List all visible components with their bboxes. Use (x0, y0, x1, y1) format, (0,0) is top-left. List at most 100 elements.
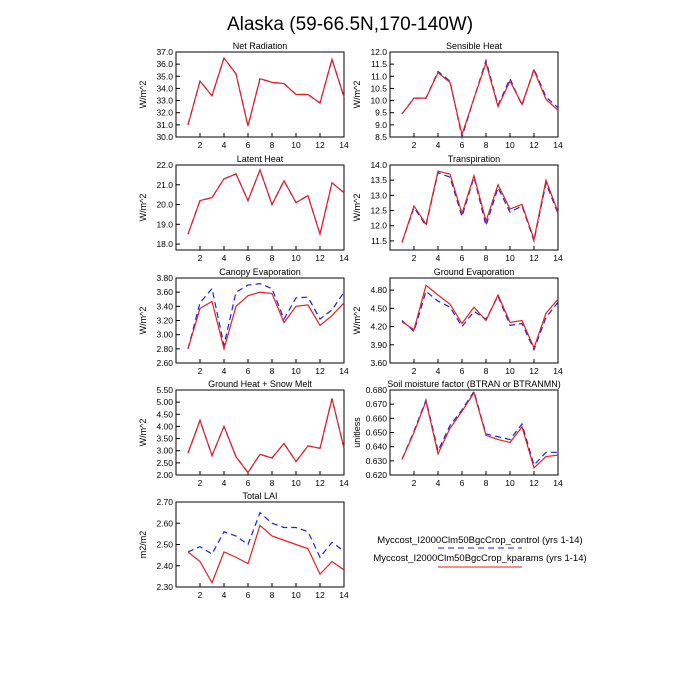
plot-frame (175, 277, 345, 364)
y-tick-label: 2.40 (156, 561, 173, 571)
y-tick-label: 20.0 (156, 200, 173, 210)
x-tick-label: 8 (270, 590, 275, 600)
y-tick-label: 11.5 (371, 59, 387, 69)
x-tick-label: 8 (270, 140, 275, 150)
x-tick-label: 4 (222, 590, 227, 600)
x-tick-label: 8 (484, 478, 489, 488)
panel-title: Ground Heat + Snow Melt (208, 379, 312, 389)
y-tick-label: 31.0 (156, 120, 173, 130)
y-tick-label: 9.5 (375, 108, 387, 118)
y-tick-label: 3.60 (370, 358, 387, 368)
series-line-kparams (401, 60, 559, 137)
panel-6: Ground Evaporation W/m^2 2 4 6 8 10 12 14 3.60 3.9… (352, 267, 563, 376)
y-tick-label: 13.5 (370, 175, 387, 185)
panel-title: Total LAI (242, 491, 277, 501)
y-tick-label: 2.60 (156, 358, 173, 368)
x-tick-label: 10 (505, 366, 515, 376)
y-tick-label: 4.80 (370, 285, 387, 295)
series-line-control (187, 511, 345, 559)
x-tick-label: 14 (339, 253, 349, 263)
y-axis-label: W/m^2 (352, 81, 362, 109)
y-tick-label: 2.80 (156, 344, 173, 354)
y-tick-label: 0.660 (366, 413, 388, 423)
plot-frame (389, 164, 559, 251)
panel-1: Net Radiation W/m^2 2 4 6 8 10 12 14 30.0 31.0 32.0… (138, 41, 349, 150)
y-tick-label: 3.00 (156, 446, 173, 456)
y-tick-label: 4.50 (156, 409, 173, 419)
x-tick-label: 6 (460, 253, 465, 263)
plot-frame (175, 389, 345, 476)
y-tick-label: 2.00 (156, 470, 173, 480)
y-axis-label: W/m^2 (138, 419, 148, 447)
y-tick-label: 3.20 (156, 316, 173, 326)
y-tick-label: 12.0 (370, 221, 387, 231)
y-axis-label: W/m^2 (352, 194, 362, 222)
series-line-control (401, 290, 559, 352)
x-tick-label: 14 (339, 478, 349, 488)
x-tick-label: 4 (222, 140, 227, 150)
y-tick-label: 37.0 (156, 47, 173, 57)
y-tick-label: 0.620 (366, 470, 388, 480)
x-tick-label: 12 (315, 140, 325, 150)
y-tick-label: 3.60 (156, 287, 173, 297)
y-tick-label: 11.5 (371, 236, 387, 246)
x-tick-label: 8 (484, 366, 489, 376)
y-tick-label: 0.630 (366, 456, 388, 466)
x-tick-label: 10 (505, 253, 515, 263)
y-tick-label: 4.50 (370, 303, 387, 313)
x-tick-label: 4 (436, 140, 441, 150)
x-tick-label: 6 (460, 478, 465, 488)
y-tick-label: 33.0 (156, 96, 173, 106)
y-tick-label: 4.20 (370, 322, 387, 332)
y-tick-label: 19.0 (156, 219, 173, 229)
y-tick-label: 5.00 (156, 397, 173, 407)
x-tick-label: 12 (529, 478, 539, 488)
panel-8: Soil moisture factor (BTRAN or BTRANMN) u… (352, 379, 563, 488)
plot-frame (175, 164, 345, 251)
x-tick-label: 2 (198, 590, 203, 600)
y-tick-label: 2.30 (156, 582, 173, 592)
x-tick-label: 8 (484, 140, 489, 150)
x-tick-label: 8 (270, 253, 275, 263)
panel-7: Ground Heat + Snow Melt W/m^2 2 4 6 8 10 12 14 2.… (138, 379, 349, 488)
series-line-kparams (401, 170, 559, 243)
y-tick-label: 0.680 (366, 385, 388, 395)
x-tick-label: 4 (436, 478, 441, 488)
x-tick-label: 12 (315, 253, 325, 263)
y-tick-label: 3.40 (156, 301, 173, 311)
panel-title: Canopy Evaporation (219, 267, 301, 277)
x-tick-label: 6 (246, 253, 251, 263)
y-tick-label: 0.650 (366, 428, 388, 438)
y-axis-label: unitless (352, 417, 362, 448)
x-tick-label: 10 (291, 590, 301, 600)
x-tick-label: 2 (198, 478, 203, 488)
y-tick-label: 0.670 (366, 399, 388, 409)
panel-3: Latent Heat W/m^2 2 4 6 8 10 12 14 18.0 19.0 20.0 21… (138, 154, 349, 263)
series-line-kparams (187, 168, 345, 237)
y-tick-label: 36.0 (156, 59, 173, 69)
y-tick-label: 9.0 (375, 120, 387, 130)
figure-title: Alaska (59-66.5N,170-140W) (227, 14, 473, 35)
x-tick-label: 6 (460, 366, 465, 376)
x-tick-label: 12 (315, 590, 325, 600)
x-tick-label: 6 (246, 590, 251, 600)
x-tick-label: 4 (436, 253, 441, 263)
x-tick-label: 10 (505, 140, 515, 150)
x-tick-label: 6 (246, 478, 251, 488)
x-tick-label: 12 (529, 366, 539, 376)
plot-frame (389, 277, 559, 364)
x-tick-label: 12 (315, 366, 325, 376)
y-tick-label: 12.5 (370, 206, 387, 216)
y-tick-label: 4.00 (156, 421, 173, 431)
x-tick-label: 14 (553, 366, 563, 376)
panel-title: Ground Evaporation (434, 267, 515, 277)
x-tick-label: 8 (484, 253, 489, 263)
legend: Myccost_I2000Clm50BgcCrop_control (yrs 1… (373, 535, 587, 568)
y-axis-label: m2/m2 (138, 531, 148, 559)
y-tick-label: 5.50 (156, 385, 173, 395)
x-tick-label: 10 (291, 478, 301, 488)
y-tick-label: 3.80 (156, 273, 173, 283)
y-axis-label: W/m^2 (138, 194, 148, 222)
y-tick-label: 12.0 (370, 47, 387, 57)
x-tick-label: 12 (529, 253, 539, 263)
